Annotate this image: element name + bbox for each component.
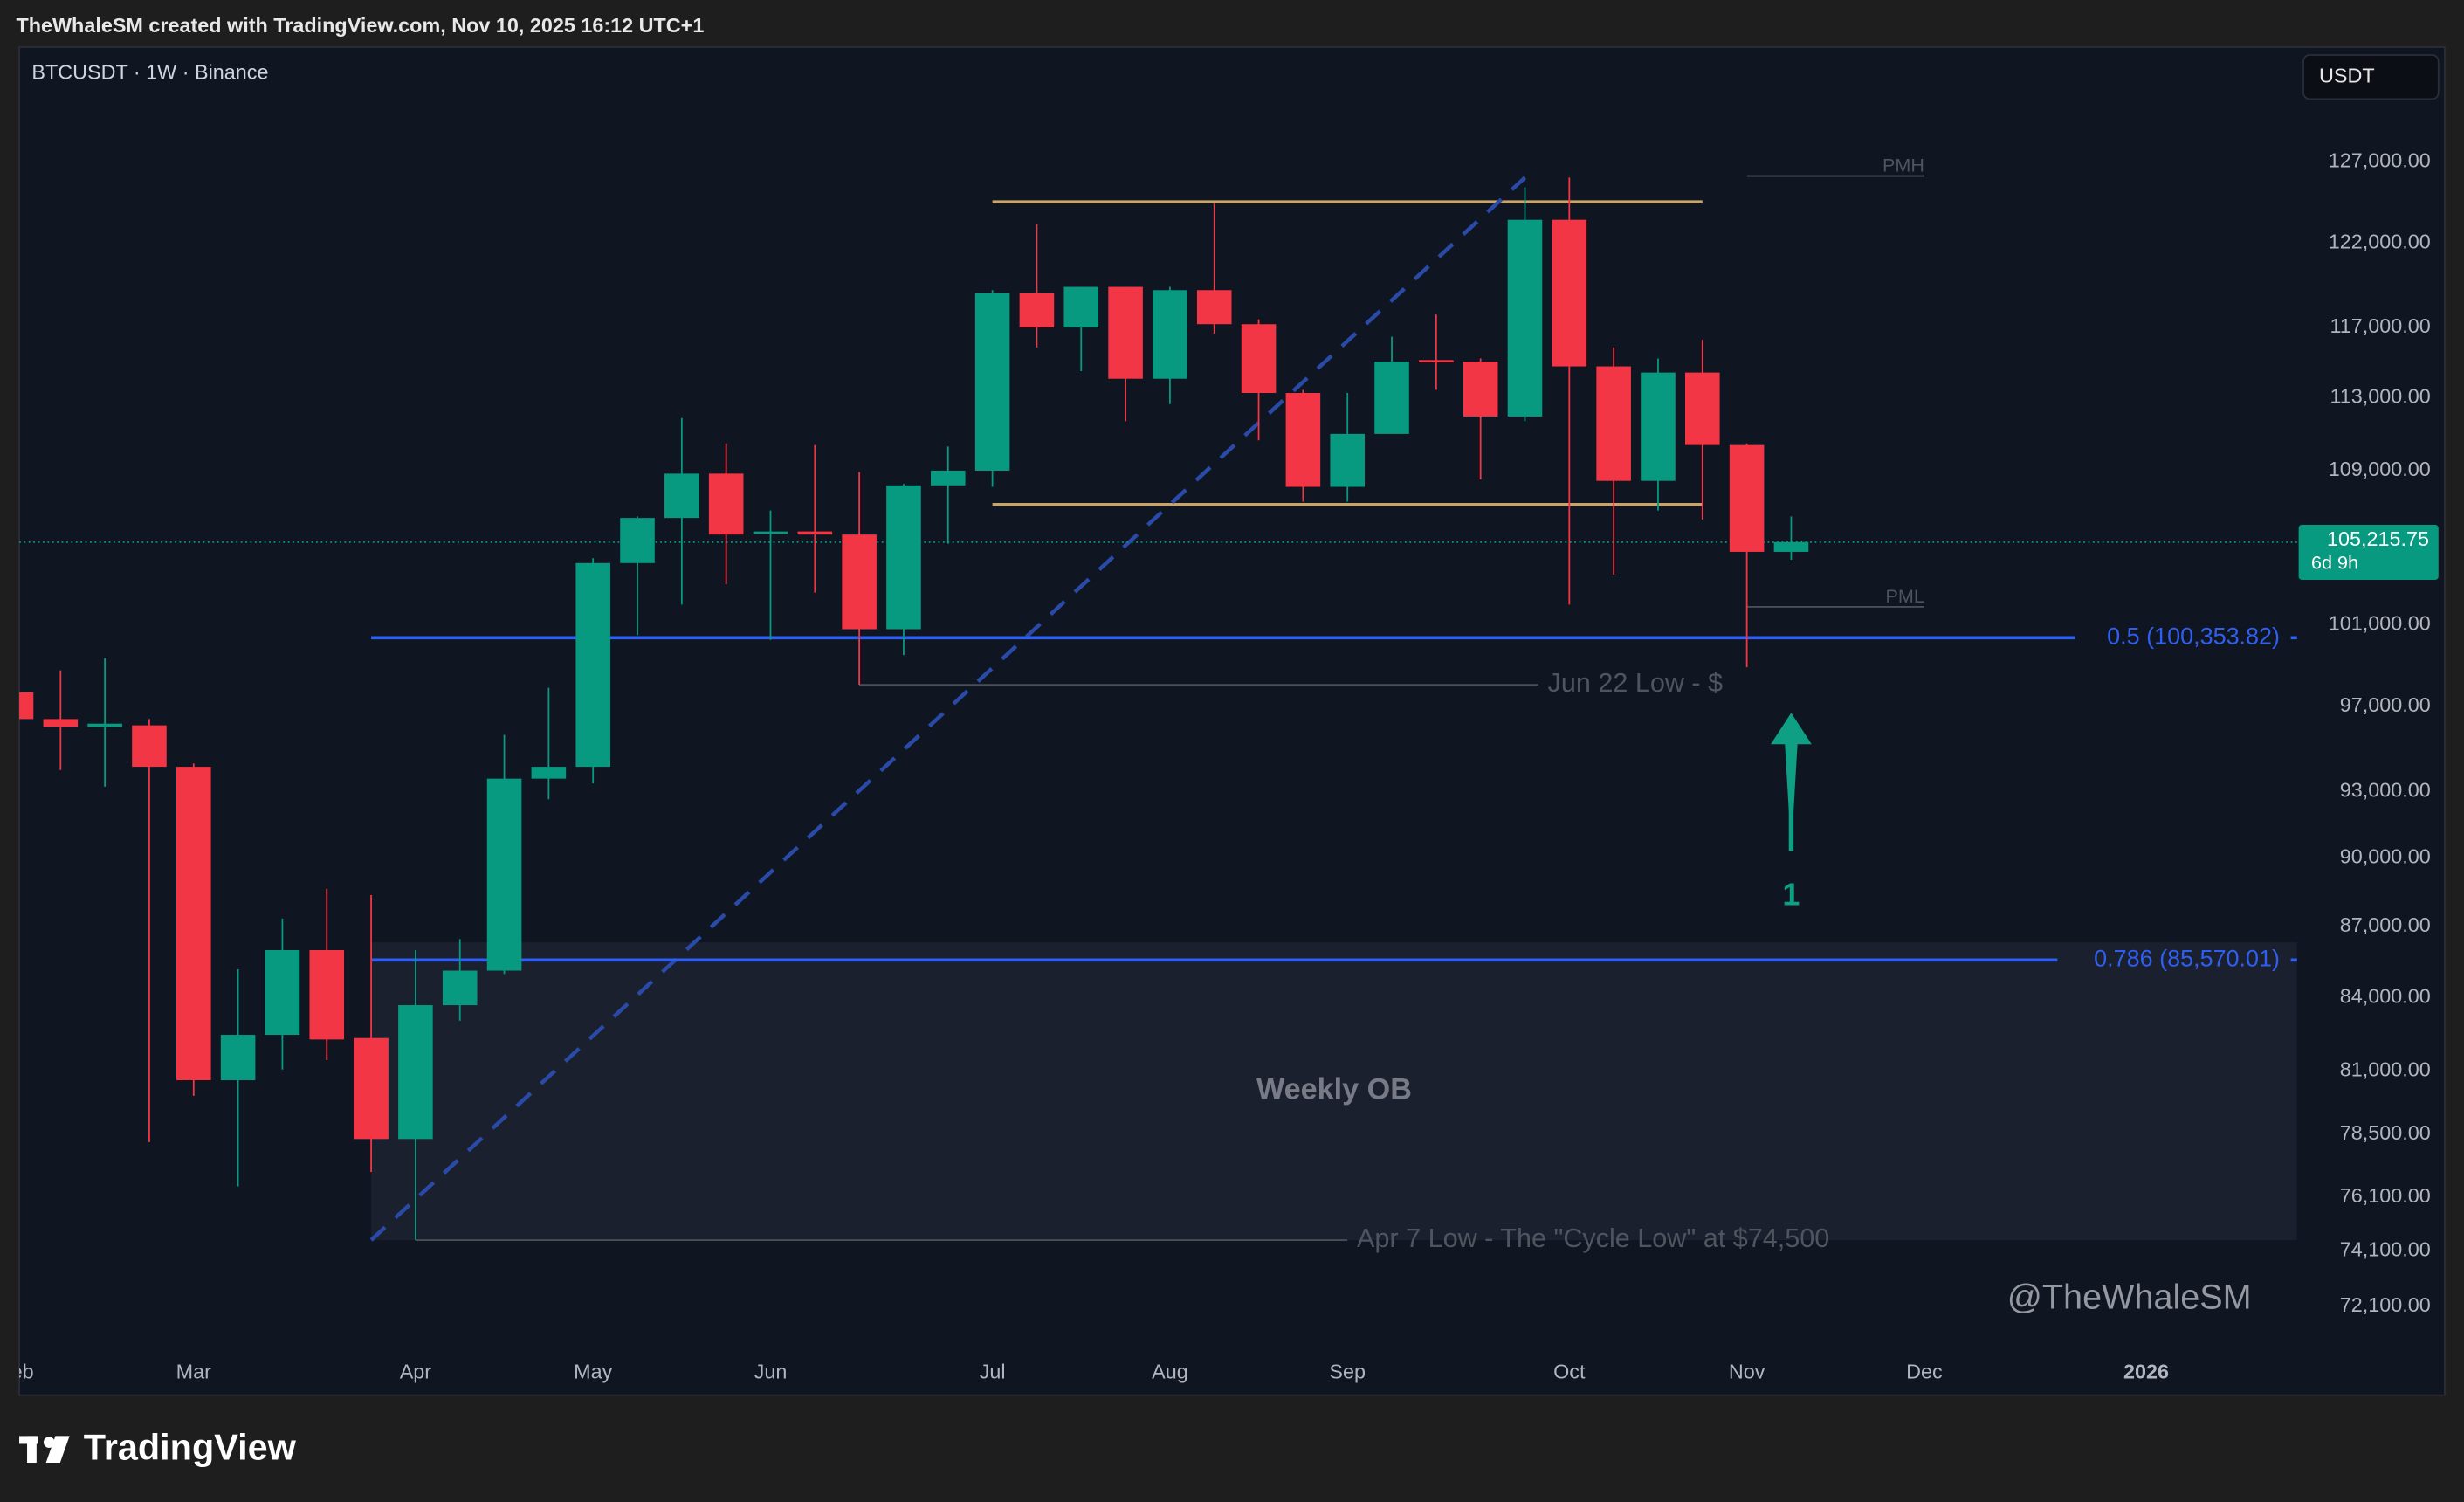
x-tick-label: Mar [176, 1361, 211, 1383]
x-tick-label: Oct [1553, 1361, 1586, 1383]
candle-body [797, 531, 833, 535]
y-tick-label: 90,000.00 [2340, 845, 2431, 868]
countdown-label: 6d 9h [2311, 552, 2358, 574]
fib-label: 0.786 (85,570.01) [2094, 945, 2280, 971]
plot-area: Weekly OB Jun 22 Low - $ Apr 7 Low - The "… [0, 154, 2297, 1383]
y-tick-label: 74,100.00 [2340, 1238, 2431, 1261]
candle-body [1241, 324, 1277, 394]
candle-body [1507, 219, 1543, 417]
candle-body [486, 778, 522, 971]
watermark: @TheWhaleSM [2007, 1278, 2252, 1316]
x-tick-label: Sep [1329, 1361, 1366, 1383]
candle-body [309, 949, 345, 1040]
candle-body [974, 293, 1010, 471]
x-tick-label: Dec [1906, 1361, 1943, 1383]
order-block-zone [371, 942, 2297, 1241]
last-price-tag [2298, 525, 2439, 580]
candle-body [708, 473, 744, 535]
x-tick-label: Apr [400, 1361, 432, 1383]
currency-label: USDT [2319, 64, 2375, 86]
candle-body [1641, 372, 1676, 481]
candle-body [87, 723, 122, 727]
brand-name: TradingView [84, 1428, 297, 1468]
candle-body [265, 949, 300, 1036]
credit: TheWhaleSM created with TradingView.com,… [16, 14, 704, 37]
candle-body [886, 485, 921, 630]
candle-body [620, 518, 655, 563]
candle-body [1108, 286, 1143, 379]
y-tick-label: 122,000.00 [2329, 230, 2431, 252]
y-tick-label: 93,000.00 [2340, 779, 2431, 802]
brand-logo [19, 1436, 70, 1464]
x-tick-label: Feb [0, 1361, 34, 1383]
candle-body [1729, 444, 1765, 552]
y-tick-label: 76,100.00 [2340, 1184, 2431, 1207]
candle-body [398, 1005, 433, 1140]
candle-body [842, 534, 877, 630]
candle-body [1773, 541, 1809, 552]
y-tick-label: 72,100.00 [2340, 1293, 2431, 1316]
y-tick-label: 97,000.00 [2340, 693, 2431, 716]
y-tick-label: 117,000.00 [2330, 314, 2430, 337]
low-label: Jun 22 Low - $ [1548, 668, 1724, 698]
candle-body [753, 531, 788, 534]
x-tick-label: Aug [1152, 1361, 1188, 1383]
arrow-head [1771, 713, 1812, 851]
candle-body [43, 719, 79, 727]
candle-body [1019, 293, 1055, 327]
marker-label: PMH [1882, 154, 1924, 176]
y-tick-label: 101,000.00 [2329, 612, 2431, 635]
y-tick-label: 87,000.00 [2340, 913, 2431, 936]
y-tick-label: 78,500.00 [2340, 1121, 2431, 1144]
y-tick-label: 113,000.00 [2330, 385, 2430, 408]
x-tick-label: 2026 [2123, 1361, 2169, 1383]
fib-label: 0.5 (100,353.82) [2107, 623, 2280, 649]
marker-label: PML [1886, 585, 1924, 607]
candle-body [354, 1037, 389, 1140]
last-price-label: 105,215.75 [2327, 527, 2429, 550]
candle-body [531, 767, 567, 779]
y-tick-label: 84,000.00 [2340, 984, 2431, 1007]
x-tick-label: Nov [1729, 1361, 1765, 1383]
candle-body [19, 692, 34, 720]
symbol-title: BTCUSDT · 1W · Binance [31, 61, 268, 84]
candle-body [1463, 362, 1498, 417]
y-tick-label: 109,000.00 [2329, 458, 2431, 480]
x-tick-label: Jun [754, 1361, 788, 1383]
candle-body [1330, 433, 1365, 487]
candle-body [575, 562, 610, 768]
y-tick-label: 127,000.00 [2329, 148, 2431, 171]
candle-body [1285, 393, 1321, 487]
candle-body [442, 970, 478, 1006]
candle-body [1374, 362, 1409, 434]
candle-body [1063, 286, 1099, 327]
y-tick-label: 81,000.00 [2340, 1058, 2431, 1081]
x-tick-label: May [574, 1361, 612, 1383]
candle-body [1596, 366, 1631, 481]
candle-body [132, 725, 167, 768]
candle-body [1552, 219, 1587, 367]
candle-body [1196, 290, 1232, 325]
price-axis: 0.5 (100,353.82) 0.786 (85,570.01) 72,100.… [2094, 148, 2439, 1316]
candle-body [1685, 372, 1720, 445]
candle-body [220, 1035, 256, 1081]
arrow-label: 1 [1782, 876, 1800, 912]
zone-label: Weekly OB [1256, 1073, 1412, 1106]
candle-body [176, 767, 211, 1081]
currency-button[interactable] [2302, 54, 2440, 100]
candle-body [1419, 360, 1454, 362]
low-label: Apr 7 Low - The "Cycle Low" at $74,500 [1357, 1223, 1829, 1253]
candle-body [1153, 290, 1187, 379]
candle-body [930, 470, 966, 486]
candle-body [664, 473, 699, 519]
x-tick-label: Jul [980, 1361, 1006, 1383]
